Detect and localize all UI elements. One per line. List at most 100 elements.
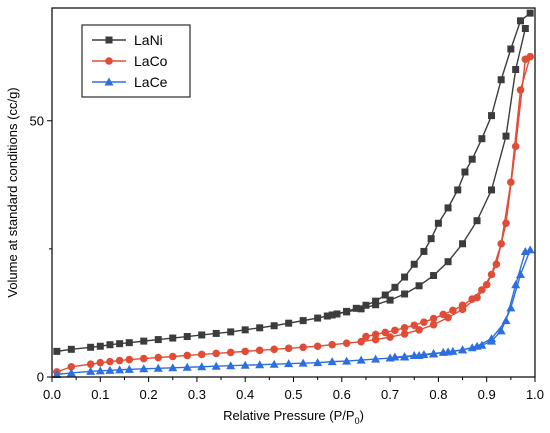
series-line-desorption xyxy=(327,12,531,317)
data-point xyxy=(468,155,476,163)
data-point xyxy=(487,336,497,345)
data-point xyxy=(362,301,370,309)
data-point xyxy=(487,270,496,279)
data-point xyxy=(391,326,399,335)
data-point xyxy=(429,320,438,329)
data-point xyxy=(139,364,149,373)
data-point xyxy=(458,345,468,354)
data-point xyxy=(521,25,529,32)
data-point xyxy=(400,324,409,332)
data-point xyxy=(212,349,221,358)
data-point xyxy=(467,343,477,352)
series-line-desorption xyxy=(365,56,531,338)
data-point xyxy=(372,297,380,305)
data-point xyxy=(342,356,352,365)
series-lace xyxy=(52,245,535,378)
data-point xyxy=(427,235,435,243)
data-point xyxy=(241,326,249,334)
data-point xyxy=(502,132,510,140)
data-point xyxy=(497,239,505,248)
data-point xyxy=(429,314,438,323)
data-point xyxy=(429,348,439,357)
data-point xyxy=(371,354,381,363)
data-point xyxy=(323,312,331,320)
data-point xyxy=(357,337,365,346)
data-point xyxy=(415,282,423,290)
data-point xyxy=(183,333,191,341)
data-point xyxy=(154,336,162,344)
data-point xyxy=(116,340,124,348)
y-tick-label: 50 xyxy=(30,113,44,128)
axes: 0.0 0.1 0.2 0.3 0.4 0.5 0.6 0.7 0.8 0.9 1.0 0 50 Rela… xyxy=(5,7,544,426)
data-point xyxy=(381,328,390,337)
data-point xyxy=(410,260,418,268)
data-point xyxy=(401,273,409,281)
data-point xyxy=(372,301,380,309)
data-point xyxy=(284,359,294,368)
legend-marker xyxy=(105,36,113,44)
data-point xyxy=(115,365,125,374)
data-point xyxy=(139,354,148,363)
data-point xyxy=(211,361,221,370)
data-point xyxy=(270,345,278,354)
x-tick-label: 1.0 xyxy=(526,387,544,402)
data-point xyxy=(438,347,448,356)
data-point xyxy=(526,52,534,61)
plot-area xyxy=(52,9,535,378)
data-point xyxy=(516,270,526,278)
data-point xyxy=(482,280,491,289)
data-point xyxy=(352,304,360,312)
data-point xyxy=(183,351,192,360)
data-point xyxy=(516,86,525,94)
data-point xyxy=(400,330,409,338)
data-point xyxy=(106,357,114,366)
data-point xyxy=(241,347,249,356)
data-point xyxy=(371,330,380,339)
data-point xyxy=(511,280,521,289)
data-point xyxy=(284,344,293,353)
data-point xyxy=(255,346,264,355)
data-point xyxy=(154,353,163,362)
data-point xyxy=(488,112,496,120)
data-point xyxy=(430,272,438,280)
data-point xyxy=(343,307,351,315)
data-point xyxy=(400,352,410,360)
data-point xyxy=(391,283,399,291)
data-point xyxy=(182,362,192,371)
data-point xyxy=(105,365,115,374)
x-axis-title: Relative Pressure (P/P0) xyxy=(223,408,364,426)
data-point xyxy=(255,360,265,369)
data-point xyxy=(314,314,322,322)
data-point xyxy=(197,350,206,359)
data-point xyxy=(67,345,75,353)
data-point xyxy=(115,356,124,365)
x-tick-label: 0.3 xyxy=(188,387,206,402)
data-point xyxy=(409,350,419,359)
data-point xyxy=(240,360,250,369)
data-point xyxy=(256,324,264,332)
data-point xyxy=(420,318,428,326)
data-point xyxy=(66,368,76,377)
data-point xyxy=(477,340,487,349)
data-point xyxy=(313,342,322,351)
data-point xyxy=(478,135,486,143)
data-point xyxy=(507,45,515,53)
data-point xyxy=(140,337,148,345)
data-point xyxy=(401,290,409,298)
data-point xyxy=(506,303,516,312)
data-point xyxy=(168,352,177,361)
data-point xyxy=(478,286,486,294)
data-point xyxy=(226,348,235,357)
x-tick-label: 0.9 xyxy=(478,387,496,402)
data-point xyxy=(454,186,462,194)
data-point xyxy=(458,301,467,310)
data-point xyxy=(52,369,62,378)
x-tick-label: 0.2 xyxy=(140,387,158,402)
data-point xyxy=(390,352,400,361)
data-point xyxy=(342,339,351,347)
series-lani xyxy=(53,9,534,355)
x-tick-label: 0.8 xyxy=(429,387,447,402)
legend-marker xyxy=(105,57,113,65)
x-tick-label: 0.1 xyxy=(91,387,109,402)
data-point xyxy=(125,355,134,364)
